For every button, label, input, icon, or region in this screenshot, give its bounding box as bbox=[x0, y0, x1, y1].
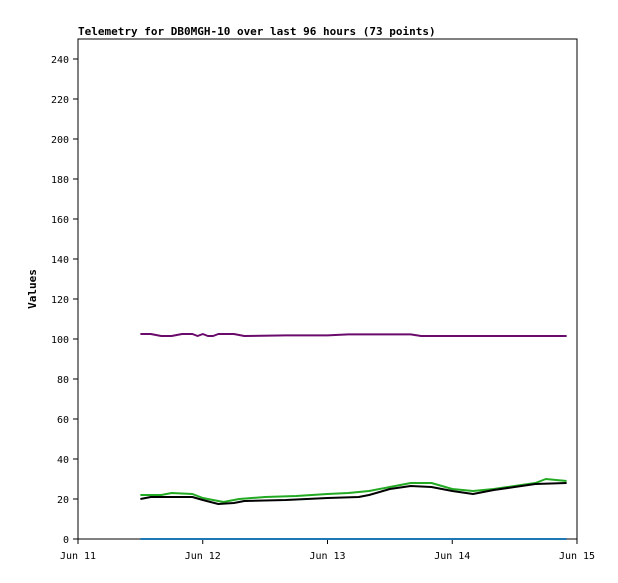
y-tick-label: 140 bbox=[51, 255, 69, 266]
y-tick-label: 180 bbox=[51, 175, 69, 186]
x-tick-label: Jun 12 bbox=[185, 551, 221, 562]
y-tick-label: 40 bbox=[57, 455, 69, 466]
x-tick-label: Jun 14 bbox=[434, 551, 470, 562]
series-line-2 bbox=[140, 478, 567, 503]
y-tick-label: 240 bbox=[51, 55, 69, 66]
y-tick-label: 200 bbox=[51, 135, 69, 146]
y-tick-label: 80 bbox=[57, 375, 69, 386]
x-tick-label: Jun 11 bbox=[60, 551, 96, 562]
plot-frame bbox=[77, 38, 578, 540]
y-tick-label: 160 bbox=[51, 215, 69, 226]
x-tick-label: Jun 15 bbox=[559, 551, 595, 562]
y-tick-label: 20 bbox=[57, 495, 69, 506]
y-tick-label: 60 bbox=[57, 415, 69, 426]
y-axis: 0 20 40 60 80 100 120 140 160 180 200 220 240 bbox=[51, 55, 78, 546]
series-group bbox=[140, 333, 567, 540]
y-tick-label: 220 bbox=[51, 95, 69, 106]
chart-title: Telemetry for DB0MGH-10 over last 96 hou… bbox=[78, 25, 436, 38]
x-axis: Jun 11 Jun 12 Jun 13 Jun 14 Jun 15 bbox=[60, 539, 595, 562]
x-tick-label: Jun 13 bbox=[309, 551, 345, 562]
series-line-3 bbox=[140, 482, 567, 505]
series-line-1 bbox=[140, 333, 567, 337]
y-tick-label: 120 bbox=[51, 295, 69, 306]
y-tick-label: 100 bbox=[51, 335, 69, 346]
y-tick-label: 0 bbox=[63, 535, 69, 546]
y-axis-label: Values bbox=[26, 269, 39, 309]
